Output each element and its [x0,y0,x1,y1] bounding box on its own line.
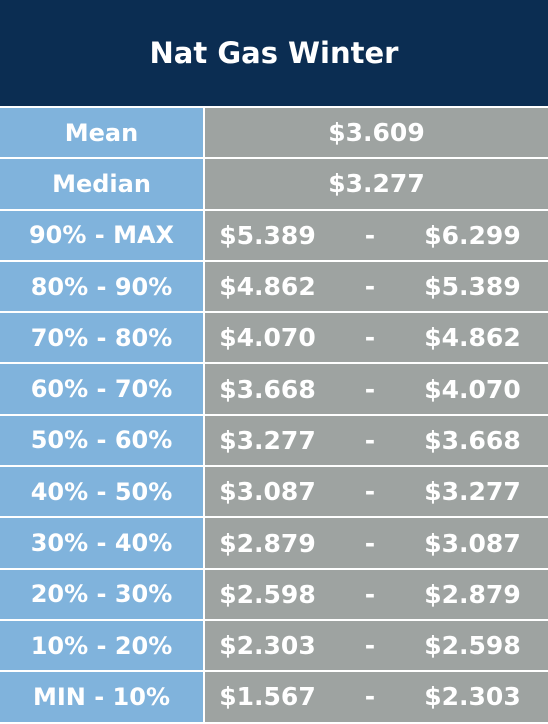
range-high: $6.299 [424,220,521,250]
range-high: $4.070 [424,374,521,404]
range-separator: - [364,323,376,353]
row-label: 80% - 90% [0,261,205,312]
table-row: 90% - MAX $5.389 - $6.299 [0,210,548,262]
table-row: 70% - 80% $4.070 - $4.862 [0,313,548,365]
value: $3.277 [328,169,425,199]
range-separator: - [364,579,376,609]
range-low: $3.087 [219,477,316,507]
value-cell: $3.277 [205,159,548,209]
range-separator: - [364,682,376,712]
table-row: 60% - 70% $3.668 - $4.070 [0,364,548,416]
table-body: Mean $3.609 Median $3.277 90% - MAX $5.389 - $6… [0,108,548,722]
table-row: MIN - 10% $1.567 - $2.303 [0,672,548,722]
row-label: 40% - 50% [0,467,205,517]
row-label: Median [0,159,205,209]
range-separator: - [364,374,376,404]
range-cell: $4.070 - $4.862 [205,313,548,363]
table-row: 50% - 60% $3.277 - $3.668 [0,415,548,468]
range-low: $3.277 [219,425,316,455]
range-cell: $3.087 - $3.277 [205,467,548,517]
range-cell: $3.668 - $4.070 [205,364,548,414]
range-separator: - [364,477,376,507]
range-low: $4.070 [219,323,316,353]
range-separator: - [364,272,376,302]
range-low: $1.567 [219,682,316,712]
range-high: $3.277 [424,477,521,507]
table-row: Mean $3.609 [0,108,548,160]
value: $3.609 [328,118,425,148]
row-label: MIN - 10% [0,672,205,722]
row-label: 90% - MAX [0,210,205,260]
range-high: $5.389 [424,272,521,302]
range-low: $2.303 [219,631,316,661]
table-row: 10% - 20% $2.303 - $2.598 [0,620,548,673]
range-cell: $2.303 - $2.598 [205,620,548,671]
range-high: $4.862 [424,323,521,353]
range-separator: - [364,220,376,250]
row-label: 30% - 40% [0,518,205,568]
range-cell: $2.879 - $3.087 [205,518,548,568]
range-high: $2.598 [424,631,521,661]
row-label: 50% - 60% [0,415,205,466]
range-high: $2.303 [424,682,521,712]
table-row: 80% - 90% $4.862 - $5.389 [0,261,548,314]
range-low: $2.598 [219,579,316,609]
range-low: $3.668 [219,374,316,404]
row-label: 60% - 70% [0,364,205,414]
range-cell: $2.598 - $2.879 [205,569,548,619]
range-separator: - [364,631,376,661]
table-row: 30% - 40% $2.879 - $3.087 [0,518,548,570]
range-low: $4.862 [219,272,316,302]
range-high: $2.879 [424,579,521,609]
table-row: Median $3.277 [0,159,548,211]
range-low: $2.879 [219,528,316,558]
range-high: $3.087 [424,528,521,558]
range-separator: - [364,425,376,455]
value-cell: $3.609 [205,108,548,158]
range-separator: - [364,528,376,558]
range-cell: $5.389 - $6.299 [205,210,548,260]
row-label: 70% - 80% [0,313,205,363]
table-row: 20% - 30% $2.598 - $2.879 [0,569,548,621]
row-label: Mean [0,108,205,158]
table-title: Nat Gas Winter [0,0,548,108]
row-label: 20% - 30% [0,569,205,619]
range-high: $3.668 [424,425,521,455]
range-cell: $3.277 - $3.668 [205,415,548,466]
row-label: 10% - 20% [0,620,205,671]
range-low: $5.389 [219,220,316,250]
range-cell: $1.567 - $2.303 [205,672,548,722]
range-cell: $4.862 - $5.389 [205,261,548,312]
table-row: 40% - 50% $3.087 - $3.277 [0,467,548,519]
